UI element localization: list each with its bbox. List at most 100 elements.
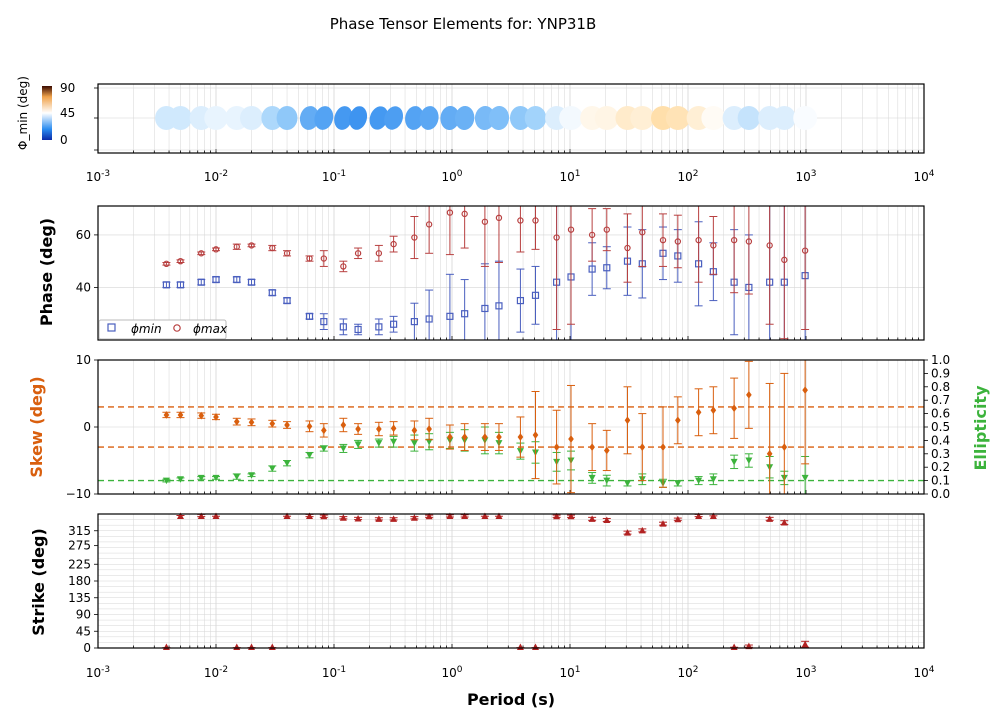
skew-point: [731, 404, 737, 413]
y-tick-label: 0.3: [931, 447, 950, 461]
ellipticity-point: [588, 474, 596, 482]
colorbar-tick-label: 0: [60, 133, 68, 147]
x-tick-label: 10-3: [86, 169, 110, 184]
strike-point: [446, 512, 454, 519]
y-tick-label: 0: [83, 420, 91, 434]
ellipticity-point: [390, 438, 398, 446]
y-tick-label: 90: [76, 608, 91, 622]
phimax-point: [375, 250, 383, 257]
ellipticity-point: [410, 440, 418, 447]
strike-point: [801, 640, 809, 648]
phimin-point: [176, 281, 185, 289]
phimax-point: [766, 242, 773, 249]
phimax-point: [163, 260, 170, 268]
x-tick-label: 103: [795, 169, 816, 184]
strike-point: [390, 515, 398, 522]
strike-point: [306, 512, 314, 519]
phimax-point: [588, 231, 596, 239]
phimax-point: [390, 240, 397, 248]
phase-tensor-ellipse: [334, 106, 353, 130]
strike-point: [375, 515, 383, 522]
y-tick-label: 0.7: [931, 393, 950, 407]
legend-frame: [98, 319, 227, 340]
x-tick-label: 102: [677, 665, 698, 680]
phase-tensor-ellipse: [737, 106, 761, 130]
phimax-point: [532, 217, 539, 224]
ellipticity-point: [248, 472, 256, 479]
phimax-point: [283, 250, 291, 257]
phase-tensor-ellipse: [454, 106, 475, 130]
ellipticity-point: [176, 476, 184, 483]
phimin-point: [305, 312, 314, 320]
ellipticity-point: [306, 452, 314, 459]
ellipticity-point: [709, 476, 717, 483]
phimax-point: [710, 242, 717, 249]
phase-tensor-ellipse: [369, 106, 389, 130]
phimin-point: [531, 291, 540, 299]
phase-tensor-ellipse: [349, 106, 368, 130]
skew-y-label: Skew (deg): [27, 376, 46, 477]
strike-y-label: Strike (deg): [29, 528, 48, 636]
phimax-point: [624, 244, 631, 252]
phimax-point: [553, 234, 560, 241]
phimax-point: [481, 218, 489, 225]
skew-point: [496, 433, 502, 441]
strike-point: [553, 512, 561, 520]
strike-point: [495, 512, 503, 519]
ellipticity-point: [623, 480, 631, 487]
phimin-point: [212, 275, 220, 284]
phase-y-label: Phase (deg): [37, 218, 56, 326]
skew-point: [233, 417, 240, 426]
phase-tensor-ellipse: [509, 106, 531, 130]
ellipticity-point: [801, 474, 809, 482]
y-tick-label: 225: [68, 557, 91, 571]
y-tick-label: −10: [66, 487, 91, 501]
phase-tensor-ellipse: [474, 106, 495, 130]
y-tick-label: 0.2: [931, 460, 950, 474]
phimin-point: [481, 304, 489, 313]
phase-tensor-ellipse: [419, 106, 439, 130]
colorbar: 90 45 0 Φ_min (deg): [16, 76, 75, 150]
x-tick-label: 10-2: [204, 665, 228, 680]
strike-point: [410, 514, 418, 521]
phimin-point: [162, 281, 171, 289]
strike-point: [283, 512, 291, 519]
legend-phimin-label: ϕmin: [131, 322, 162, 336]
phase-tensor-ellipse: [299, 106, 320, 130]
x-tick-label: 104: [913, 665, 934, 680]
y-tick-label: 45: [76, 624, 91, 638]
ellipticity-point: [745, 457, 753, 464]
phimin-point: [410, 318, 418, 326]
strike-point: [461, 512, 469, 519]
skew-point: [568, 435, 574, 443]
ellipticity-point: [233, 473, 241, 481]
x-tick-label: 100: [441, 665, 462, 680]
skew-point: [660, 443, 666, 451]
phase-tensor-ellipse: [276, 106, 298, 130]
y-tick-label: 40: [76, 280, 91, 294]
ellipticity-point: [695, 477, 703, 485]
strike-point: [425, 512, 433, 520]
phimin-point: [354, 325, 362, 334]
ellipticity-point: [354, 441, 362, 448]
strike-point: [176, 512, 184, 519]
strike-point: [248, 643, 256, 650]
skew-point: [482, 433, 488, 441]
y-tick-label: 0.8: [931, 380, 950, 394]
y-tick-label: 10: [76, 353, 91, 367]
strike-point: [730, 643, 738, 650]
skew-point: [340, 421, 347, 429]
ellipticity-point: [197, 474, 205, 482]
phimax-point: [495, 214, 503, 222]
phimin-point: [390, 320, 398, 328]
strike-point: [659, 520, 667, 527]
ellipticity-y-label: Ellipticity: [971, 385, 990, 471]
phimin-point: [375, 323, 383, 331]
strike-point: [780, 519, 788, 526]
skew-point: [781, 443, 788, 451]
x-tick-label: 101: [559, 665, 580, 680]
phimax-point: [198, 250, 205, 257]
phase-tensor-ellipse: [204, 106, 228, 130]
